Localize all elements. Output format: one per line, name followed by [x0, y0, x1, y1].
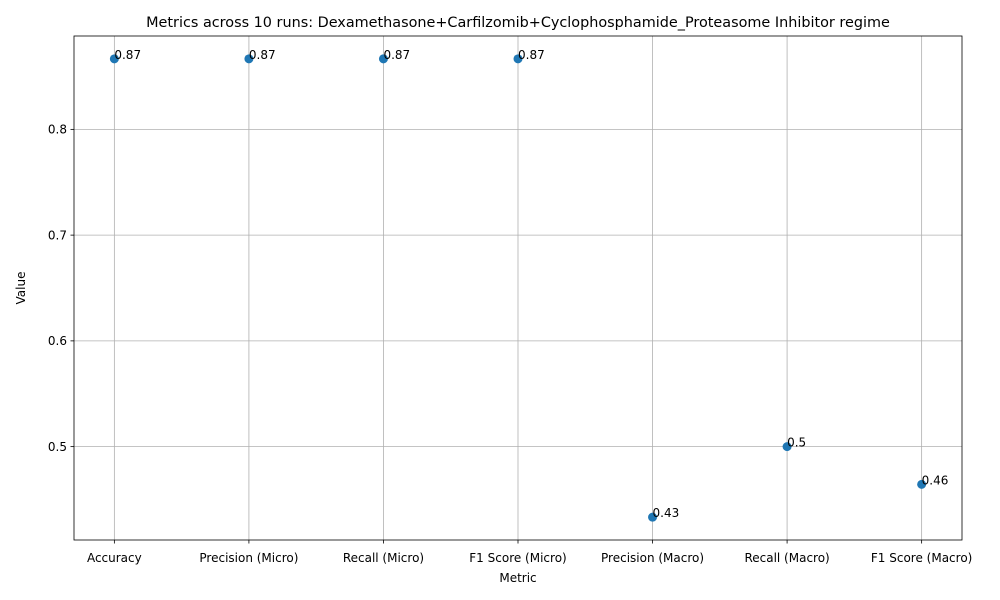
y-tick-label: 0.7 — [48, 228, 67, 242]
data-label: 0.87 — [249, 48, 276, 62]
data-point — [648, 512, 658, 522]
x-tick-label: F1 Score (Macro) — [871, 551, 972, 565]
grid — [74, 36, 962, 540]
x-tick-label: F1 Score (Micro) — [469, 551, 566, 565]
data-point — [244, 54, 254, 64]
x-tick-label: Recall (Micro) — [343, 551, 424, 565]
data-point — [917, 479, 927, 489]
x-tick-label: Accuracy — [87, 551, 142, 565]
ticks: 0.5 0.6 0.7 0.8 Accuracy Precision (Micro) Rec… — [48, 123, 972, 565]
data-label: 0.87 — [518, 48, 545, 62]
y-tick-label: 0.8 — [48, 123, 67, 137]
x-tick-label: Precision (Macro) — [601, 551, 704, 565]
data-point — [378, 54, 388, 64]
x-tick-label: Recall (Macro) — [744, 551, 829, 565]
data-labels: 0.87 0.87 0.87 0.87 0.43 0.5 0.46 — [114, 48, 948, 520]
y-axis-label: Value — [14, 272, 28, 305]
data-label: 0.87 — [383, 48, 410, 62]
data-point — [109, 54, 119, 64]
data-points — [109, 54, 927, 522]
data-point — [782, 442, 792, 452]
data-label: 0.5 — [787, 436, 806, 450]
data-label: 0.43 — [653, 506, 680, 520]
y-tick-label: 0.6 — [48, 334, 67, 348]
data-label: 0.46 — [922, 473, 949, 487]
chart-title: Metrics across 10 runs: Dexamethasone+Ca… — [146, 15, 890, 31]
x-axis-label: Metric — [499, 571, 536, 585]
y-tick-label: 0.5 — [48, 440, 67, 454]
data-point — [513, 54, 523, 64]
x-tick-label: Precision (Micro) — [199, 551, 298, 565]
data-label: 0.87 — [114, 48, 141, 62]
